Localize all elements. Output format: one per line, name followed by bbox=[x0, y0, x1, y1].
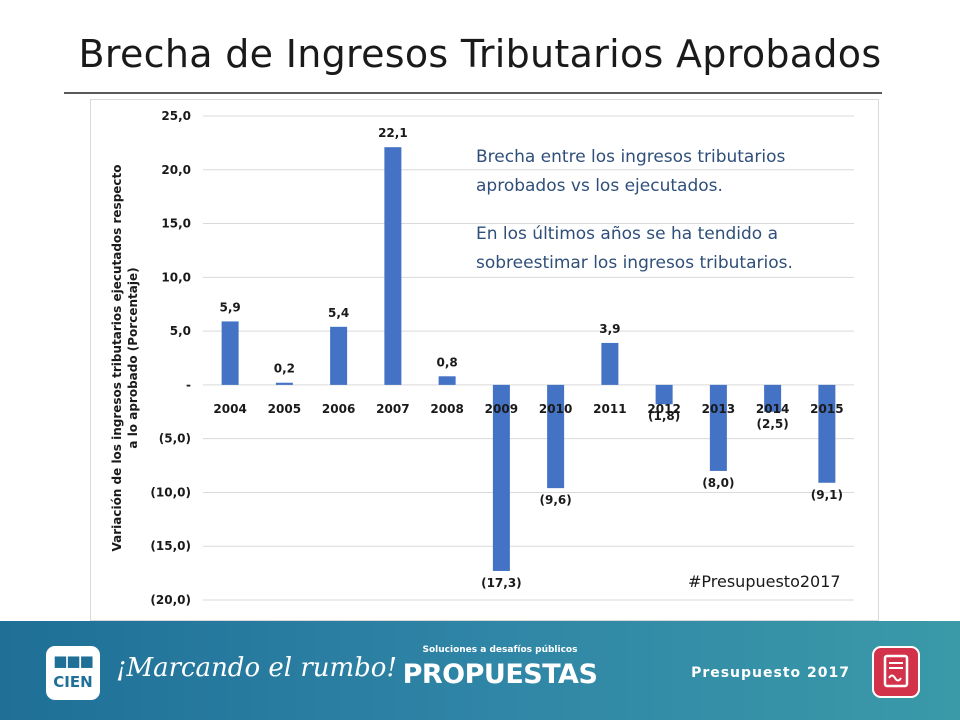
page-title: Brecha de Ingresos Tributarios Aprobados bbox=[78, 32, 882, 76]
data-label: 3,9 bbox=[599, 322, 620, 336]
data-label: 5,9 bbox=[219, 300, 240, 314]
x-tick-label: 2010 bbox=[539, 402, 572, 416]
bar bbox=[492, 384, 510, 571]
chart-note-gap: Brecha entre los ingresos tributarios ap… bbox=[476, 147, 786, 196]
y-tick-label: 10,0 bbox=[161, 270, 191, 284]
bar bbox=[275, 382, 293, 385]
y-tick-label: (10,0) bbox=[150, 485, 191, 499]
document-icon[interactable] bbox=[872, 646, 920, 698]
x-tick-label: 2015 bbox=[810, 402, 843, 416]
data-label: 22,1 bbox=[378, 126, 408, 140]
propuestas-subtitle: Soluciones a desafíos públicos bbox=[422, 645, 578, 655]
chart-note-trend: En los últimos años se ha tendido a sobr… bbox=[476, 224, 793, 273]
bar bbox=[818, 384, 836, 483]
data-label: (9,6) bbox=[540, 493, 572, 507]
bar bbox=[764, 384, 782, 412]
bar bbox=[438, 376, 456, 385]
y-tick-label: (5,0) bbox=[159, 432, 191, 446]
y-axis-title: a lo aprobado (Porcentaje) bbox=[126, 267, 140, 448]
x-tick-label: 2008 bbox=[430, 402, 463, 416]
y-tick-label: 20,0 bbox=[161, 163, 191, 177]
x-tick-label: 2006 bbox=[322, 402, 355, 416]
data-label: 5,4 bbox=[328, 306, 349, 320]
hashtag: #Presupuesto2017 bbox=[688, 572, 841, 591]
title-divider bbox=[64, 92, 882, 94]
cien-logo-text: CIEN bbox=[53, 673, 93, 691]
y-tick-label: 15,0 bbox=[161, 217, 191, 231]
footer-banner: ■■■ CIEN ¡Marcando el rumbo! Soluciones … bbox=[0, 621, 960, 720]
x-tick-label: 2012 bbox=[647, 402, 680, 416]
y-tick-label: 25,0 bbox=[161, 109, 191, 123]
data-label: 0,2 bbox=[274, 362, 295, 376]
x-tick-label: 2005 bbox=[268, 402, 301, 416]
data-label: (17,3) bbox=[481, 576, 522, 590]
tagline: ¡Marcando el rumbo! bbox=[116, 653, 397, 683]
y-axis-title: Variación de los ingresos tributarios ej… bbox=[110, 164, 124, 551]
bar bbox=[330, 326, 348, 385]
y-tick-label: (15,0) bbox=[150, 539, 191, 553]
y-tick-label: - bbox=[186, 378, 191, 392]
x-tick-label: 2013 bbox=[702, 402, 735, 416]
presupuesto-label: Presupuesto 2017 bbox=[691, 665, 850, 681]
x-tick-label: 2014 bbox=[756, 402, 789, 416]
bar bbox=[601, 342, 619, 385]
data-label: (1,8) bbox=[648, 409, 680, 423]
bar bbox=[384, 147, 402, 385]
data-label: (9,1) bbox=[811, 488, 843, 502]
bar bbox=[655, 384, 673, 405]
bar bbox=[221, 321, 239, 385]
cien-logo-mark: ■■■ bbox=[53, 652, 94, 670]
propuestas-logo[interactable]: PROPUESTAS bbox=[402, 659, 598, 690]
x-tick-label: 2011 bbox=[593, 402, 626, 416]
bar bbox=[709, 384, 727, 471]
bar-chart: 25,0 20,0 15,0 10,0 5,0 - (5,0) (10,0) (15,0) (20… bbox=[110, 109, 854, 607]
y-tick-label: (20,0) bbox=[150, 593, 191, 607]
x-tick-label: 2004 bbox=[213, 402, 246, 416]
chart-frame: 25,0 20,0 15,0 10,0 5,0 - (5,0) (10,0) (15,0) (20… bbox=[90, 99, 879, 621]
x-tick-label: 2007 bbox=[376, 402, 409, 416]
y-tick-label: 5,0 bbox=[170, 324, 191, 338]
x-tick-label: 2009 bbox=[485, 402, 518, 416]
cien-logo[interactable]: ■■■ CIEN bbox=[46, 646, 100, 700]
bar bbox=[547, 384, 565, 489]
data-label: (2,5) bbox=[757, 417, 789, 431]
data-label: 0,8 bbox=[436, 355, 457, 369]
data-label: (8,0) bbox=[702, 476, 734, 490]
